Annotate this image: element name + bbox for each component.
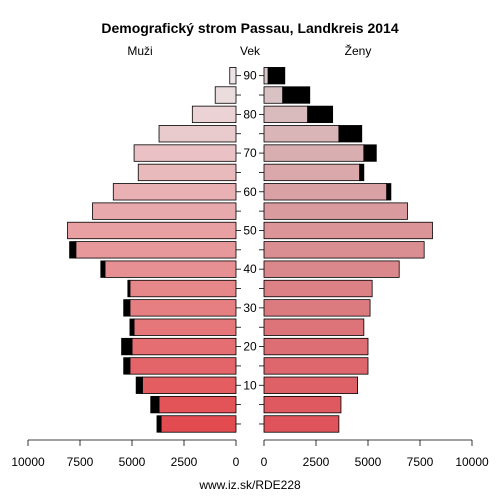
male-x-axis: 10000 7500 5000 2500 0 xyxy=(11,439,240,469)
female-bar-5 xyxy=(263,395,342,414)
male-surplus-35 xyxy=(127,279,131,298)
female-bar-45 xyxy=(263,241,425,259)
male-bar-10 xyxy=(141,376,237,394)
male-bar-45 xyxy=(75,241,237,259)
age-tick-label: 90 xyxy=(243,69,257,83)
male-axis-label: 5000 xyxy=(119,455,146,469)
female-bar-75 xyxy=(263,125,340,143)
female-surplus-65 xyxy=(359,163,365,182)
male-axis-label: 7500 xyxy=(67,455,94,469)
age-tick-label: 40 xyxy=(243,262,257,276)
male-surplus-10 xyxy=(135,376,143,394)
age-tick-label: 20 xyxy=(243,340,257,354)
age-tick-label: 30 xyxy=(243,301,257,315)
male-surplus-20 xyxy=(121,337,133,356)
female-bar-70 xyxy=(263,144,365,162)
male-bar-20 xyxy=(131,337,237,356)
female-surplus-90 xyxy=(267,67,286,85)
female-x-axis: 0 2500 5000 7500 10000 xyxy=(261,439,489,469)
female-axis-label: 0 xyxy=(261,455,268,469)
male-bar-35 xyxy=(129,279,237,298)
female-bar-40 xyxy=(263,260,400,278)
age-tick-label: 50 xyxy=(243,223,257,237)
male-surplus-0 xyxy=(156,415,162,433)
chart-title: Demografický strom Passau, Landkreis 201… xyxy=(101,20,398,36)
male-bar-40 xyxy=(104,260,237,278)
male-surplus-30 xyxy=(123,299,131,317)
age-tick-label: 70 xyxy=(243,146,257,160)
female-bar-30 xyxy=(263,299,371,317)
male-axis-label: 10000 xyxy=(11,455,45,469)
male-bar-25 xyxy=(133,318,237,336)
female-bar-80 xyxy=(263,105,309,124)
female-surplus-75 xyxy=(338,125,363,143)
male-surplus-40 xyxy=(100,260,106,278)
women-label: Ženy xyxy=(345,43,372,58)
male-surplus-15 xyxy=(123,357,131,375)
male-bar-50 xyxy=(67,221,237,240)
female-bar-0 xyxy=(263,415,340,433)
female-bar-55 xyxy=(263,202,408,220)
female-axis-label: 2500 xyxy=(303,455,330,469)
male-bar-30 xyxy=(129,299,237,317)
female-axis-label: 10000 xyxy=(455,455,489,469)
female-surplus-85 xyxy=(282,86,311,104)
female-bar-35 xyxy=(263,279,373,298)
female-surplus-60 xyxy=(386,183,392,201)
source-footer: www.iz.sk/RDE228 xyxy=(198,478,301,492)
female-bar-50 xyxy=(263,221,433,240)
male-bar-60 xyxy=(112,183,237,201)
age-axis: 10 20 30 40 50 60 70 80 90 xyxy=(236,69,264,425)
female-axis-label: 7500 xyxy=(407,455,434,469)
male-bar-55 xyxy=(92,202,237,220)
male-bar-75 xyxy=(158,125,237,143)
female-bar-85 xyxy=(263,86,284,104)
female-axis-label: 5000 xyxy=(355,455,382,469)
female-bar-65 xyxy=(263,163,361,182)
age-label: Vek xyxy=(240,44,261,58)
male-bar-0 xyxy=(160,415,237,433)
male-axis-label: 0 xyxy=(233,455,240,469)
female-bar-25 xyxy=(263,318,365,336)
male-bar-15 xyxy=(129,357,237,375)
age-tick-label: 10 xyxy=(243,378,257,392)
female-bar-90 xyxy=(263,67,269,85)
male-bar-70 xyxy=(133,144,237,162)
female-bar-15 xyxy=(263,357,369,375)
male-bar-5 xyxy=(158,395,237,414)
male-axis-label: 2500 xyxy=(171,455,198,469)
female-bars xyxy=(263,67,433,433)
age-tick-label: 60 xyxy=(243,185,257,199)
male-bars xyxy=(67,67,237,433)
female-surplus-80 xyxy=(307,105,334,124)
male-surplus-45 xyxy=(69,241,77,259)
age-tick-label: 80 xyxy=(243,107,257,121)
female-surplus-70 xyxy=(363,144,377,162)
men-label: Muži xyxy=(127,44,152,58)
female-bar-60 xyxy=(263,183,388,201)
male-bar-85 xyxy=(214,86,237,104)
male-bar-80 xyxy=(191,105,237,124)
male-bar-90 xyxy=(229,67,237,85)
male-bar-65 xyxy=(137,163,237,182)
female-bar-20 xyxy=(263,337,369,356)
male-surplus-25 xyxy=(129,318,135,336)
male-surplus-5 xyxy=(150,395,160,414)
female-bar-10 xyxy=(263,376,358,394)
